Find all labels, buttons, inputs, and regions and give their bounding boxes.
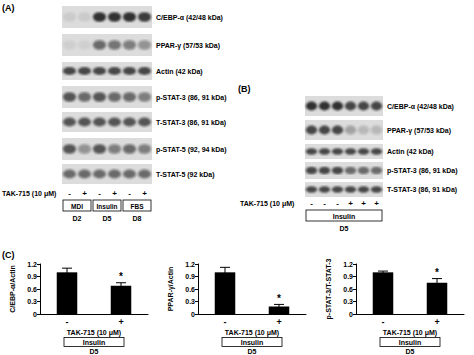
svg-text:(B): (B) — [238, 84, 251, 94]
svg-text:-: - — [224, 317, 227, 327]
svg-text:-: - — [66, 317, 69, 327]
svg-text:D5: D5 — [406, 348, 415, 355]
svg-text:p-STAT-5 (92, 94 kDa): p-STAT-5 (92, 94 kDa) — [156, 146, 227, 154]
svg-text:0: 0 — [349, 311, 353, 318]
svg-text:1.2: 1.2 — [27, 261, 37, 268]
svg-text:*: * — [277, 293, 281, 304]
svg-text:PPAR-γ (57/53 kDa): PPAR-γ (57/53 kDa) — [387, 127, 451, 135]
svg-text:-: - — [382, 317, 385, 327]
svg-text:(A): (A) — [2, 3, 15, 13]
svg-text:TAK-715 (10 μM): TAK-715 (10 μM) — [67, 329, 121, 337]
svg-text:-: - — [68, 189, 71, 198]
svg-text:0.3: 0.3 — [27, 298, 37, 305]
svg-text:0: 0 — [191, 311, 195, 318]
svg-text:Actin (42 kDa): Actin (42 kDa) — [156, 68, 203, 76]
svg-text:0.9: 0.9 — [343, 273, 353, 280]
svg-text:0.6: 0.6 — [343, 286, 353, 293]
svg-text:0.6: 0.6 — [27, 286, 37, 293]
svg-text:+: + — [82, 189, 87, 198]
svg-text:Insulin: Insulin — [399, 339, 422, 346]
svg-text:D5: D5 — [340, 225, 349, 232]
svg-text:0.6: 0.6 — [185, 286, 195, 293]
svg-text:TAK-715 (10 μM): TAK-715 (10 μM) — [225, 329, 279, 337]
svg-text:1.2: 1.2 — [185, 261, 195, 268]
svg-text:-: - — [98, 189, 101, 198]
svg-text:C/EBP-α (42/48 kDa): C/EBP-α (42/48 kDa) — [156, 14, 223, 22]
svg-text:+: + — [434, 317, 439, 327]
svg-text:D5: D5 — [103, 215, 112, 222]
svg-text:0.3: 0.3 — [343, 298, 353, 305]
svg-text:0.9: 0.9 — [27, 273, 37, 280]
svg-text:+: + — [348, 199, 353, 208]
svg-text:D5: D5 — [90, 348, 99, 355]
svg-text:+: + — [118, 317, 123, 327]
svg-text:p-STAT-3/T-STAT-3: p-STAT-3/T-STAT-3 — [325, 258, 333, 319]
svg-text:0.3: 0.3 — [185, 298, 195, 305]
svg-text:TAK-715 (10 μM): TAK-715 (10 μM) — [240, 200, 294, 208]
svg-text:*: * — [119, 271, 123, 282]
svg-text:0.9: 0.9 — [185, 273, 195, 280]
svg-text:-: - — [310, 199, 313, 208]
svg-text:-: - — [323, 199, 326, 208]
svg-text:D8: D8 — [133, 215, 142, 222]
svg-text:*: * — [435, 267, 439, 278]
svg-text:-: - — [336, 199, 339, 208]
svg-text:Insulin: Insulin — [333, 213, 356, 220]
svg-text:C/EBP-α/Actin: C/EBP-α/Actin — [9, 265, 16, 312]
svg-text:TAK-715 (10 μM): TAK-715 (10 μM) — [2, 190, 56, 198]
svg-text:+: + — [276, 317, 281, 327]
svg-text:-: - — [128, 189, 131, 198]
svg-text:D5: D5 — [248, 348, 257, 355]
svg-text:C/EBP-α (42/48 kDa): C/EBP-α (42/48 kDa) — [387, 103, 454, 111]
svg-text:1.2: 1.2 — [343, 261, 353, 268]
svg-text:+: + — [374, 199, 379, 208]
svg-text:Insulin: Insulin — [83, 339, 106, 346]
svg-text:p-STAT-3 (86, 91 kDa): p-STAT-3 (86, 91 kDa) — [387, 167, 458, 175]
svg-text:(C): (C) — [2, 250, 15, 260]
svg-text:D2: D2 — [73, 215, 82, 222]
svg-text:0: 0 — [33, 311, 37, 318]
svg-text:p-STAT-3 (86, 91 kDa): p-STAT-3 (86, 91 kDa) — [156, 94, 227, 102]
svg-text:T-STAT-3 (86, 91 kDa): T-STAT-3 (86, 91 kDa) — [387, 186, 457, 194]
svg-text:TAK-715 (10 μM): TAK-715 (10 μM) — [383, 329, 437, 337]
svg-text:MDI: MDI — [71, 203, 83, 210]
svg-text:Insulin: Insulin — [97, 203, 118, 210]
svg-text:FBS: FBS — [131, 203, 145, 210]
svg-text:Insulin: Insulin — [241, 339, 264, 346]
svg-text:Actin (42 kDa): Actin (42 kDa) — [387, 148, 434, 156]
svg-text:T-STAT-3 (86, 91 kDa): T-STAT-3 (86, 91 kDa) — [156, 119, 226, 127]
svg-text:+: + — [112, 189, 117, 198]
svg-text:T-STAT-5 (92 kDa): T-STAT-5 (92 kDa) — [156, 171, 214, 179]
svg-text:+: + — [361, 199, 366, 208]
svg-text:PPAR-γ/Actin: PPAR-γ/Actin — [167, 267, 175, 312]
svg-text:+: + — [142, 189, 147, 198]
svg-text:PPAR-γ (57/53 kDa): PPAR-γ (57/53 kDa) — [156, 42, 220, 50]
